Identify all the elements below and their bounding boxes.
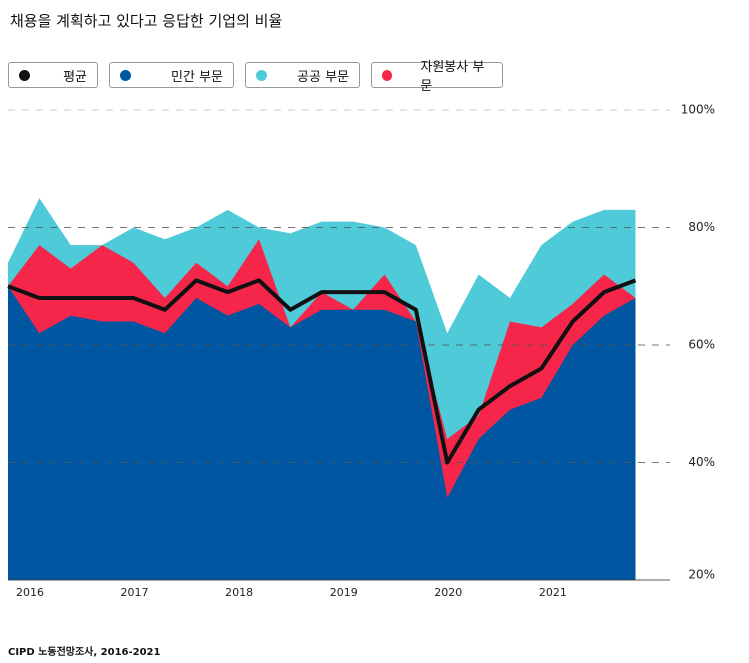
y-tick-label: 80%	[688, 220, 715, 234]
source: CIPD 노동전망조사, 2016-2021	[8, 647, 161, 658]
x-tick-label: 2017	[121, 586, 149, 599]
chart-title: 채용을 계획하고 있다고 응답한 기업의 비율	[10, 12, 283, 30]
y-tick-label: 100%	[681, 103, 715, 117]
y-tick-label: 60%	[688, 338, 715, 352]
legend-label: 자원봉사 부문	[420, 60, 485, 94]
legend-swatch	[256, 69, 267, 81]
legend-item[interactable]: 민간 부문	[109, 62, 234, 88]
x-tick-label: 2019	[330, 586, 358, 599]
line	[7, 278, 637, 465]
x-tick-label: 2016	[16, 586, 44, 599]
legend-swatch	[120, 69, 131, 81]
x-tick-label: 2021	[539, 586, 567, 599]
legend-item[interactable]: 평균	[8, 62, 98, 88]
area	[8, 286, 636, 580]
legend-label: 민간 부문	[171, 69, 223, 85]
legend-swatch	[19, 69, 30, 81]
legend-label: 평균	[63, 69, 87, 85]
y-tick-label: 40%	[688, 455, 715, 469]
legend-label: 공공 부문	[297, 69, 349, 85]
x-tick-label: 2018	[225, 586, 253, 599]
legend-swatch	[382, 69, 393, 81]
x-tick-label: 2020	[434, 586, 462, 599]
legend: 평균 민간 부문 공공 부문 자원봉사 부문	[8, 60, 503, 94]
legend-item[interactable]: 공공 부문	[245, 62, 360, 88]
legend-item[interactable]: 자원봉사 부문	[371, 60, 503, 94]
y-tick-label: 20%	[688, 568, 715, 582]
